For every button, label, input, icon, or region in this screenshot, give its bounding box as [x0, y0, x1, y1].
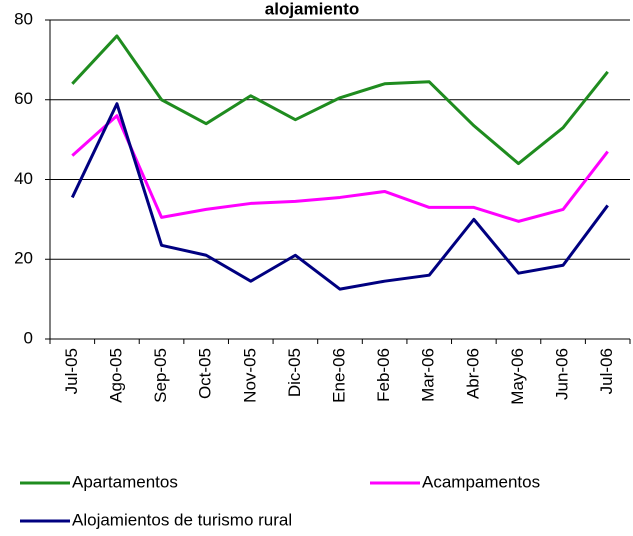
x-tick-label: Dic-05 — [285, 348, 304, 397]
x-tick-label: Sep-05 — [151, 348, 170, 403]
y-tick-label: 60 — [14, 89, 33, 108]
legend-label: Apartamentos — [72, 472, 178, 491]
y-tick-label: 40 — [14, 169, 33, 188]
x-tick-label: Jul-06 — [597, 348, 616, 394]
x-tick-label: Jun-06 — [553, 348, 572, 400]
y-tick-label: 80 — [14, 9, 33, 28]
x-tick-label: May-06 — [508, 348, 527, 405]
x-tick-label: Feb-06 — [374, 348, 393, 402]
line-series — [71, 114, 609, 223]
legend-label: Alojamientos de turismo rural — [72, 510, 292, 529]
x-tick-label: Oct-05 — [196, 348, 215, 399]
x-tick-label: Mar-06 — [419, 348, 438, 402]
y-tick-label: 0 — [24, 328, 33, 347]
x-tick-label: Ene-06 — [329, 348, 348, 403]
x-tick-label: Ago-05 — [106, 348, 125, 403]
legend-label: Acampamentos — [422, 472, 540, 491]
line-series — [70, 102, 609, 291]
chart-title: alojamiento — [265, 0, 359, 18]
y-tick-label: 20 — [14, 249, 33, 268]
x-tick-label: Nov-05 — [240, 348, 259, 403]
x-tick-label: Jul-05 — [62, 348, 81, 394]
line-series — [71, 34, 609, 166]
x-tick-label: Abr-06 — [463, 348, 482, 399]
